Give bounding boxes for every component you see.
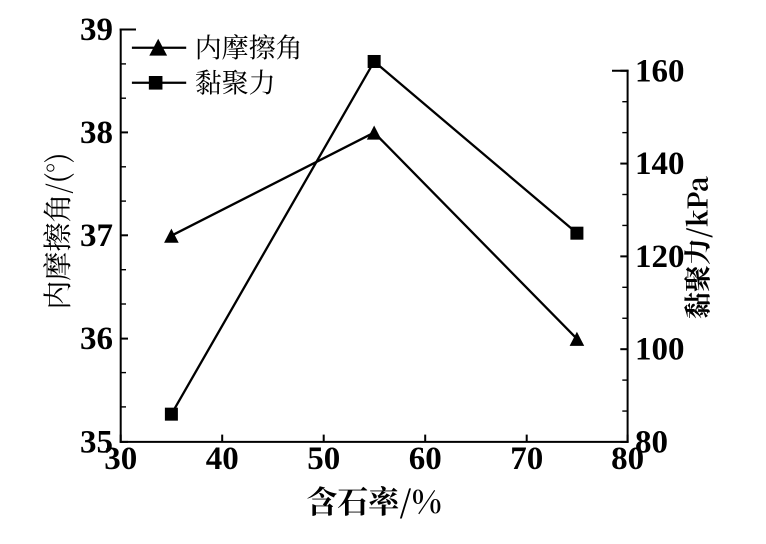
svg-text:70: 70 [510,441,543,477]
svg-text:100: 100 [635,332,685,368]
svg-text:36: 36 [80,321,113,357]
svg-text:38: 38 [80,115,113,151]
svg-text:50: 50 [307,441,340,477]
svg-text:内摩擦角: 内摩擦角 [195,27,303,66]
svg-text:黏聚力: 黏聚力 [195,62,276,101]
svg-text:39: 39 [80,12,113,48]
svg-text:30: 30 [104,441,137,477]
svg-text:80: 80 [611,441,644,477]
svg-text:160: 160 [635,53,685,89]
svg-text:内摩擦角/(°): 内摩擦角/(°) [36,152,77,309]
svg-text:含石率/%: 含石率/% [306,477,441,522]
svg-text:37: 37 [80,218,113,254]
svg-text:60: 60 [409,441,442,477]
svg-text:黏聚力/kPa: 黏聚力/kPa [677,176,716,319]
svg-text:40: 40 [206,441,239,477]
